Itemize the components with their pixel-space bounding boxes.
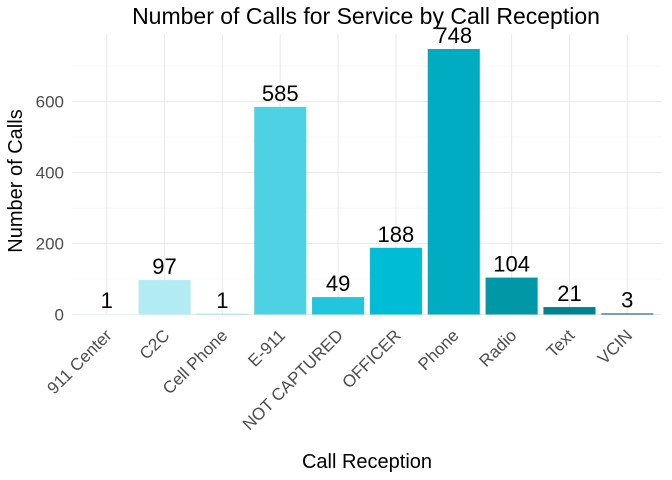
bar xyxy=(138,280,191,315)
bar xyxy=(312,297,365,315)
bar-value-label: 97 xyxy=(152,254,176,279)
bar xyxy=(485,277,538,315)
bar-value-label: 3 xyxy=(621,287,633,312)
x-tick-label: 911 Center xyxy=(44,326,116,398)
x-tick-label: VCIN xyxy=(594,326,636,368)
bar-value-label: 21 xyxy=(557,281,581,306)
chart-title: Number of Calls for Service by Call Rece… xyxy=(132,3,600,29)
bar xyxy=(427,49,480,315)
x-axis-title: Call Reception xyxy=(302,451,432,473)
y-axis-title: Number of Calls xyxy=(5,109,27,252)
bar xyxy=(369,247,422,315)
y-tick-label: 200 xyxy=(36,235,64,254)
bar-value-label: 104 xyxy=(493,252,530,277)
x-tick-label: NOT CAPTURED xyxy=(239,326,347,434)
bar xyxy=(601,313,654,315)
x-tick-label: Phone xyxy=(414,326,462,374)
bars xyxy=(80,49,654,315)
x-tick-label: Radio xyxy=(476,326,521,371)
bar-value-label: 1 xyxy=(101,288,113,313)
bar-value-label: 1 xyxy=(216,288,228,313)
y-tick-label: 600 xyxy=(36,93,64,112)
y-tick-label: 400 xyxy=(36,164,64,183)
x-tick-label: E-911 xyxy=(244,326,289,371)
x-tick-label: C2C xyxy=(136,326,173,363)
x-tick-label: Text xyxy=(543,326,579,362)
bar xyxy=(80,313,133,315)
y-axis-ticks: 0 200 400 600 xyxy=(36,93,64,325)
bar-value-labels: 1 97 1 585 49 188 748 104 21 3 xyxy=(101,23,634,313)
x-tick-label: OFFICER xyxy=(339,326,405,392)
bar xyxy=(196,313,249,315)
bar-value-label: 188 xyxy=(378,222,415,247)
y-tick-label: 0 xyxy=(55,306,64,325)
bar xyxy=(543,307,596,315)
bar-value-label: 585 xyxy=(262,81,299,106)
bar-value-label: 748 xyxy=(435,23,472,48)
bar xyxy=(254,106,307,315)
bar-value-label: 49 xyxy=(326,271,350,296)
